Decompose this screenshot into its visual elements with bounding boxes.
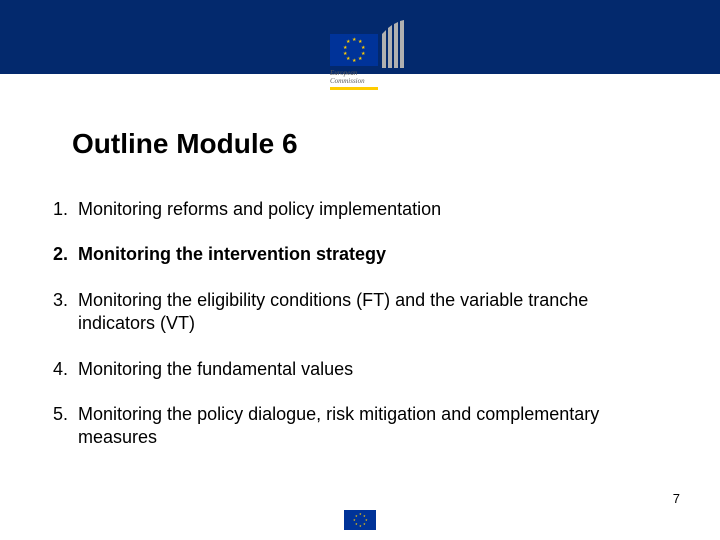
outline-item-number: 4. [44, 358, 78, 381]
eu-flag-icon: ★ ★ ★ ★ ★ ★ ★ ★ ★ ★ [330, 34, 378, 66]
outline-item: 5.Monitoring the policy dialogue, risk m… [44, 403, 664, 450]
footer-eu-flag-icon: ★ ★ ★ ★ ★ ★ ★ ★ [344, 510, 376, 530]
outline-item-text: Monitoring the fundamental values [78, 358, 664, 381]
outline-list: 1.Monitoring reforms and policy implemen… [44, 198, 664, 472]
outline-item-text: Monitoring the intervention strategy [78, 243, 664, 266]
page-title: Outline Module 6 [72, 128, 298, 160]
outline-item-text: Monitoring the policy dialogue, risk mit… [78, 403, 664, 450]
outline-item-number: 2. [44, 243, 78, 266]
outline-item: 3.Monitoring the eligibility conditions … [44, 289, 664, 336]
ec-logo: ★ ★ ★ ★ ★ ★ ★ ★ ★ ★ European Commission [330, 20, 408, 120]
outline-item-text: Monitoring the eligibility conditions (F… [78, 289, 664, 336]
logo-line2: Commission [330, 78, 408, 86]
building-icon [380, 20, 406, 68]
outline-item-number: 3. [44, 289, 78, 336]
outline-item-text: Monitoring reforms and policy implementa… [78, 198, 664, 221]
page-number: 7 [673, 491, 680, 506]
logo-underline [330, 87, 378, 90]
outline-item: 1.Monitoring reforms and policy implemen… [44, 198, 664, 221]
outline-item-number: 1. [44, 198, 78, 221]
outline-item: 4.Monitoring the fundamental values [44, 358, 664, 381]
logo-text: European Commission [330, 70, 408, 85]
outline-item-number: 5. [44, 403, 78, 450]
outline-item: 2.Monitoring the intervention strategy [44, 243, 664, 266]
